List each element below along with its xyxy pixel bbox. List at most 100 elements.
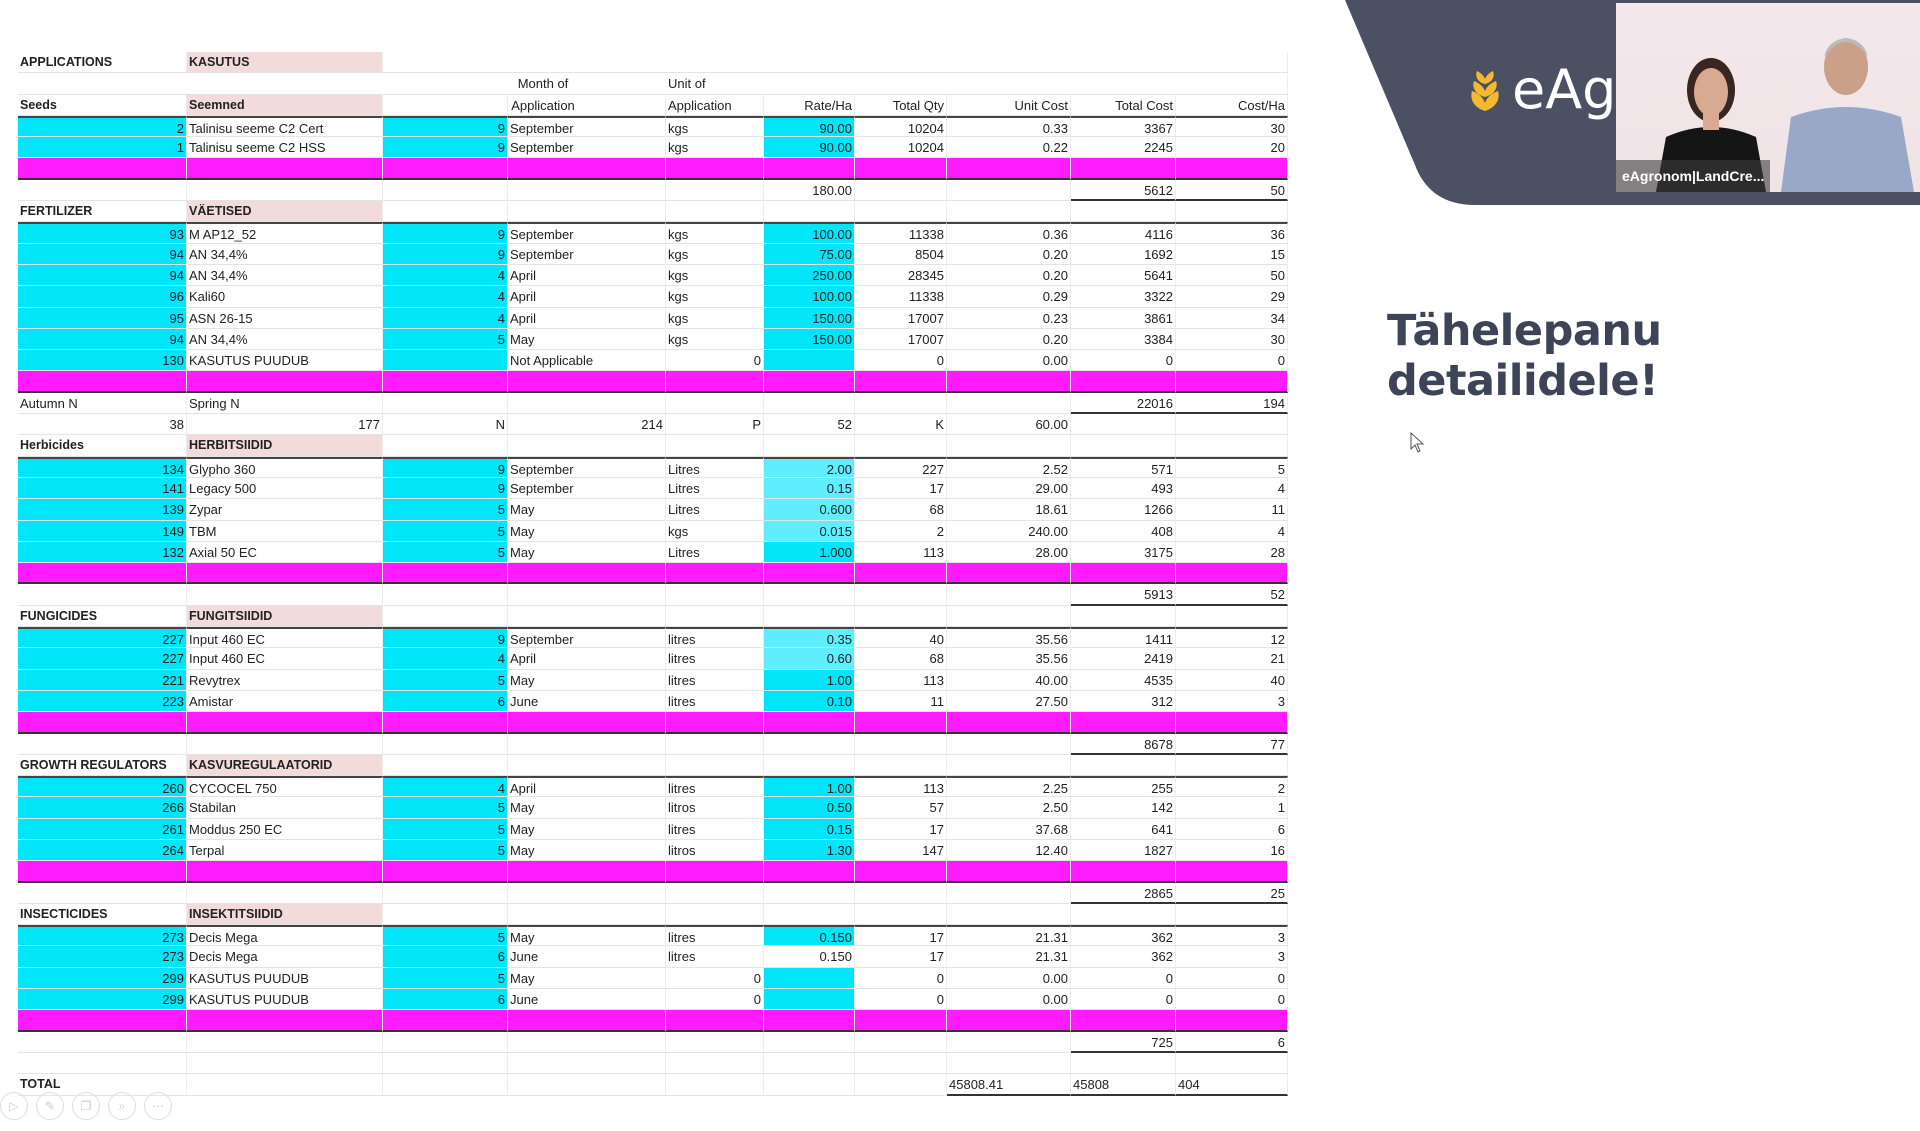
code-cell[interactable]: 264: [18, 839, 187, 862]
unit-cost-cell[interactable]: 2.50: [947, 797, 1071, 819]
product-cell[interactable]: Revytrex: [187, 669, 383, 691]
cost-ha-cell[interactable]: 40: [1176, 669, 1288, 691]
total-qty-cell[interactable]: 17: [855, 946, 947, 968]
total-cost-cell[interactable]: 0: [1071, 967, 1176, 990]
unit-cost-cell[interactable]: 29.00: [947, 477, 1071, 500]
code-cell[interactable]: 94: [18, 328, 187, 351]
unit-cost-cell[interactable]: [947, 861, 1071, 883]
month-num-cell[interactable]: [383, 350, 508, 372]
rate-cell[interactable]: [764, 584, 855, 606]
unit-cell[interactable]: Litres: [666, 477, 764, 500]
month-num-cell[interactable]: [383, 201, 508, 223]
cost-ha-cell[interactable]: [1176, 158, 1288, 180]
month-num-cell[interactable]: 4: [383, 776, 508, 798]
unit-cost-cell[interactable]: 21.31: [947, 925, 1071, 947]
month-num-cell[interactable]: [383, 563, 508, 585]
unit-cell[interactable]: litres: [666, 818, 764, 840]
unit-cost-cell[interactable]: 240.00: [947, 520, 1071, 542]
month-cell[interactable]: May: [508, 839, 666, 862]
code-cell[interactable]: [18, 1010, 187, 1032]
total-cost-cell[interactable]: 4116: [1071, 222, 1176, 244]
month-cell[interactable]: [508, 882, 666, 904]
cost-ha-cell[interactable]: 30: [1176, 328, 1288, 351]
total-cost-cell[interactable]: 0: [1071, 989, 1176, 1011]
month-num-cell[interactable]: [383, 392, 508, 415]
total-cost-cell[interactable]: [1071, 371, 1176, 393]
unit-cell[interactable]: 0: [666, 350, 764, 372]
total-qty-cell[interactable]: 8504: [855, 243, 947, 265]
total-cost-cell[interactable]: 45808: [1071, 1074, 1176, 1096]
month-cell[interactable]: May: [508, 499, 666, 521]
unit-cost-cell[interactable]: 35.56: [947, 648, 1071, 670]
month-cell[interactable]: September: [508, 477, 666, 500]
code-cell[interactable]: 95: [18, 307, 187, 329]
product-cell[interactable]: Spring N: [187, 392, 383, 415]
month-cell[interactable]: April: [508, 307, 666, 329]
total-qty-cell[interactable]: [855, 392, 947, 415]
unit-cell[interactable]: [666, 1052, 764, 1075]
product-cell[interactable]: VÄETISED: [187, 201, 383, 223]
total-cost-cell[interactable]: 5612: [1071, 179, 1176, 202]
total-cost-cell[interactable]: 1411: [1071, 627, 1176, 649]
month-num-cell[interactable]: [383, 1031, 508, 1053]
unit-cell[interactable]: litros: [666, 797, 764, 819]
total-qty-cell[interactable]: [855, 1052, 947, 1075]
code-cell[interactable]: FERTILIZER: [18, 201, 187, 223]
unit-cost-cell[interactable]: [947, 712, 1071, 734]
total-qty-cell[interactable]: [855, 1031, 947, 1053]
cost-ha-cell[interactable]: 11: [1176, 499, 1288, 521]
month-num-cell[interactable]: [383, 371, 508, 393]
product-cell[interactable]: AN 34,4%: [187, 328, 383, 351]
total-cost-cell[interactable]: 2419: [1071, 648, 1176, 670]
product-cell[interactable]: [187, 1074, 383, 1096]
unit-cell[interactable]: 0: [666, 989, 764, 1011]
rate-cell[interactable]: [764, 967, 855, 990]
code-cell[interactable]: 38: [18, 414, 187, 436]
month-num-cell[interactable]: [383, 158, 508, 180]
unit-cell[interactable]: [666, 201, 764, 223]
product-cell[interactable]: [187, 861, 383, 883]
total-cost-cell[interactable]: 312: [1071, 690, 1176, 713]
month-num-cell[interactable]: 5: [383, 797, 508, 819]
rate-cell[interactable]: 100.00: [764, 222, 855, 244]
total-cost-cell[interactable]: [1071, 158, 1176, 180]
month-num-cell[interactable]: [383, 605, 508, 628]
unit-cell[interactable]: [666, 392, 764, 415]
cost-ha-cell[interactable]: 3: [1176, 925, 1288, 947]
month-cell[interactable]: June: [508, 989, 666, 1011]
product-cell[interactable]: FUNGITSIIDID: [187, 605, 383, 628]
total-qty-cell[interactable]: 68: [855, 648, 947, 670]
code-cell[interactable]: 130: [18, 350, 187, 372]
total-cost-cell[interactable]: 362: [1071, 925, 1176, 947]
product-cell[interactable]: [187, 882, 383, 904]
month-num-cell[interactable]: 9: [383, 137, 508, 159]
month-cell[interactable]: [508, 712, 666, 734]
rate-cell[interactable]: 1.00: [764, 669, 855, 691]
more-icon[interactable]: ⋯: [144, 1092, 172, 1120]
rate-cell[interactable]: [764, 435, 855, 457]
rate-cell[interactable]: [764, 754, 855, 777]
unit-cell[interactable]: Litres: [666, 456, 764, 478]
month-num-cell[interactable]: 6: [383, 946, 508, 968]
product-cell[interactable]: [187, 158, 383, 180]
unit-cost-cell[interactable]: [947, 563, 1071, 585]
month-cell[interactable]: [508, 201, 666, 223]
cost-ha-cell[interactable]: 6: [1176, 818, 1288, 840]
total-qty-cell[interactable]: [855, 201, 947, 223]
unit-cell[interactable]: [666, 733, 764, 755]
unit-cost-cell[interactable]: 2.25: [947, 776, 1071, 798]
unit-cell[interactable]: litres: [666, 690, 764, 713]
total-qty-cell[interactable]: [855, 605, 947, 628]
total-cost-cell[interactable]: 4535: [1071, 669, 1176, 691]
unit-cost-cell[interactable]: [947, 754, 1071, 777]
total-qty-cell[interactable]: 57: [855, 797, 947, 819]
month-cell[interactable]: [508, 1031, 666, 1053]
code-cell[interactable]: 260: [18, 776, 187, 798]
product-cell[interactable]: KASUTUS PUUDUB: [187, 350, 383, 372]
code-cell[interactable]: [18, 1031, 187, 1053]
code-cell[interactable]: 223: [18, 690, 187, 713]
cost-ha-cell[interactable]: 34: [1176, 307, 1288, 329]
product-cell[interactable]: Decis Mega: [187, 925, 383, 947]
product-cell[interactable]: [187, 371, 383, 393]
total-qty-cell[interactable]: [855, 712, 947, 734]
